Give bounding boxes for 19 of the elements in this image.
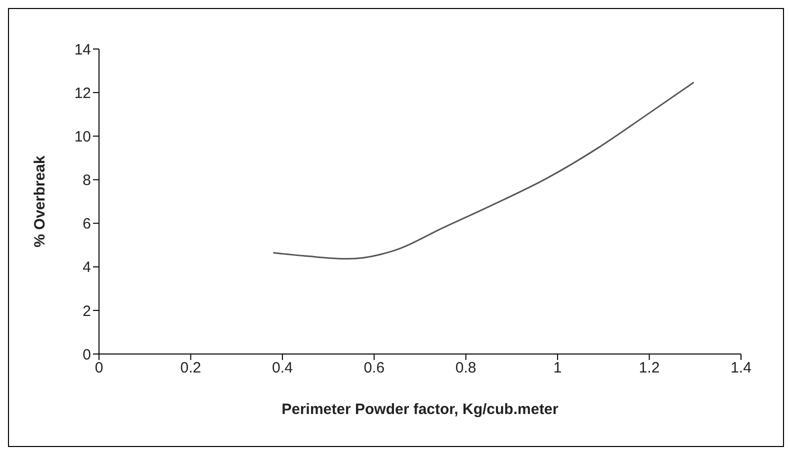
y-tick-label: 8 xyxy=(82,172,91,190)
y-tick-label: 14 xyxy=(74,41,91,58)
x-tick-label: 1 xyxy=(553,360,562,377)
y-tick-label: 6 xyxy=(82,216,91,233)
y-tick-label: 2 xyxy=(82,302,91,320)
x-tick-label: 0.8 xyxy=(455,360,476,377)
x-tick-label: 1.4 xyxy=(730,360,752,377)
line-series xyxy=(272,82,695,260)
x-tick-label: 1.2 xyxy=(638,360,660,377)
x-axis-title: Perimeter Powder factor, Kg/cub.meter xyxy=(282,401,559,418)
y-tick-label: 4 xyxy=(82,259,91,276)
x-tick-label: 0.4 xyxy=(272,360,293,377)
y-tick-label: 12 xyxy=(74,84,91,102)
x-tick-label: 0.2 xyxy=(180,360,202,377)
x-tick-label: 0 xyxy=(94,360,104,377)
x-tick-label: 0.6 xyxy=(364,360,385,377)
y-axis-title: % Overbreak xyxy=(31,154,48,248)
y-tick-label: 0 xyxy=(82,346,91,364)
y-tick-label: 10 xyxy=(74,128,91,146)
